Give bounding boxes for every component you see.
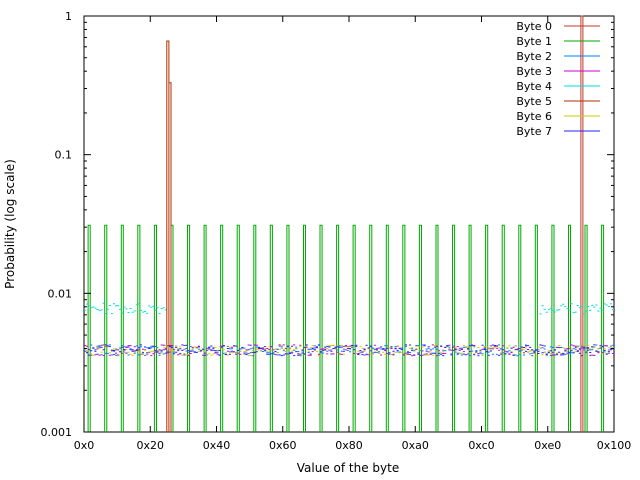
y-tick-label: 1 <box>65 10 72 23</box>
x-tick-label: 0x40 <box>203 439 231 452</box>
x-axis-label: Value of the byte <box>297 461 399 475</box>
x-tick-label: 0x60 <box>269 439 297 452</box>
series-layer <box>84 15 614 432</box>
legend: Byte 0 Byte 1 Byte 2 Byte 3 Byte 4 Byte 5 Byte… <box>516 20 600 138</box>
legend-label: Byte 7 <box>516 125 552 138</box>
legend-label: Byte 3 <box>516 65 552 78</box>
y-tick-label: 0.1 <box>55 149 73 162</box>
y-tick-label: 0.001 <box>41 426 73 439</box>
series-line <box>87 224 605 432</box>
x-tick-label: 0x80 <box>335 439 363 452</box>
x-tick-label: 0x20 <box>136 439 164 452</box>
y-axis-label: Probability (log scale) <box>3 159 17 289</box>
y-axis-ticks: 1 0.1 0.01 0.001 <box>41 10 614 439</box>
series-line <box>580 15 584 432</box>
legend-label: Byte 4 <box>516 80 552 93</box>
series-line <box>166 40 172 432</box>
legend-label: Byte 2 <box>516 50 552 63</box>
legend-label: Byte 1 <box>516 35 552 48</box>
series-line <box>84 302 614 315</box>
x-tick-label: 0x0 <box>74 439 95 452</box>
legend-label: Byte 5 <box>516 95 552 108</box>
x-axis-ticks: 0x0 0x20 0x40 0x60 0x80 0xa0 0xc0 0xe0 0x100 <box>74 16 632 452</box>
legend-label: Byte 6 <box>516 110 552 123</box>
plot-frame <box>83 15 615 433</box>
x-tick-label: 0xe0 <box>534 439 561 452</box>
x-tick-label: 0xc0 <box>468 439 494 452</box>
x-tick-label: 0x100 <box>597 439 632 452</box>
series-line <box>84 344 614 357</box>
y-tick-label: 0.01 <box>48 287 73 300</box>
legend-label: Byte 0 <box>516 20 552 33</box>
x-tick-label: 0xa0 <box>402 439 429 452</box>
